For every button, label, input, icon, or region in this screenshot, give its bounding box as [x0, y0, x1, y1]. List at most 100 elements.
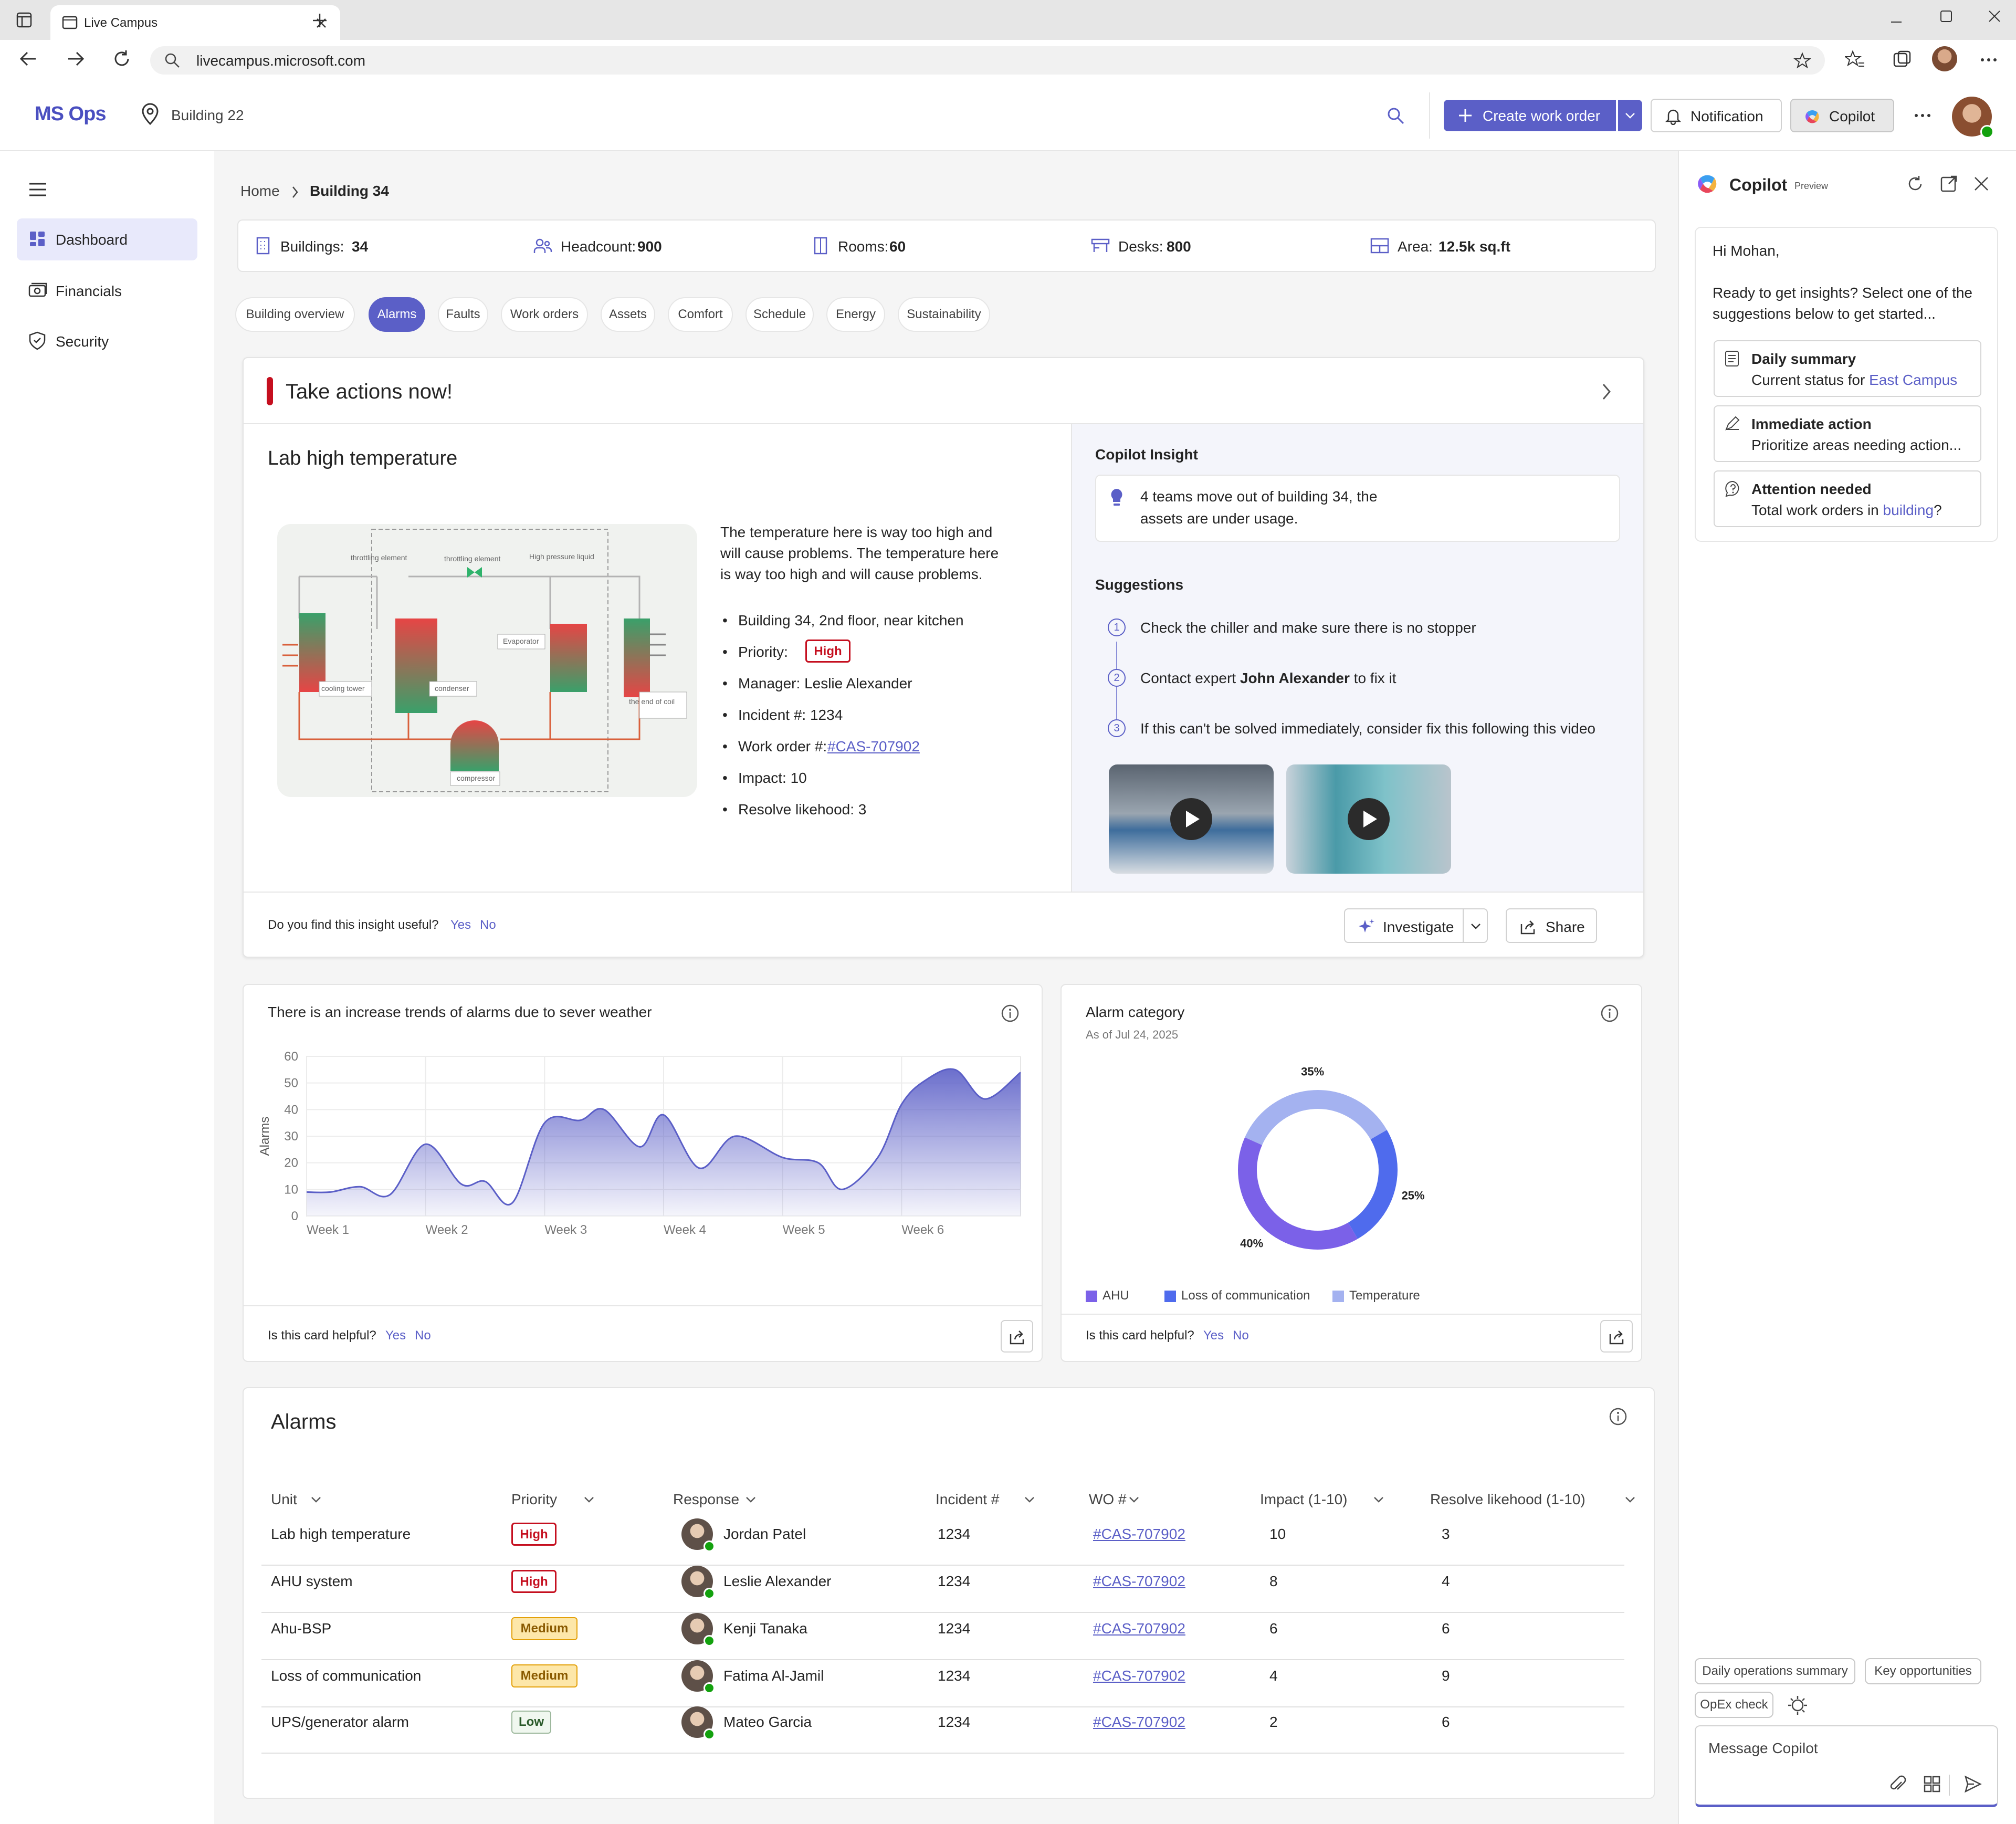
copilot-toggle-button[interactable]: Copilot: [1790, 99, 1894, 132]
wo-link[interactable]: #CAS-707902: [1093, 1668, 1185, 1684]
wo-link[interactable]: #CAS-707902: [1093, 1526, 1185, 1542]
share-card-button[interactable]: [1600, 1320, 1633, 1353]
tab-building-overview[interactable]: Building overview: [235, 297, 355, 332]
work-order-link[interactable]: #CAS-707902: [827, 738, 920, 754]
nav-item-financials[interactable]: Financials: [17, 270, 197, 312]
chevron-right-icon[interactable]: [1598, 380, 1615, 403]
tab-alarms[interactable]: Alarms: [369, 297, 425, 332]
tab-faults[interactable]: Faults: [438, 297, 488, 332]
prompt-chip-key-opportunities[interactable]: Key opportunities: [1865, 1658, 1981, 1684]
more-options-icon[interactable]: [1912, 107, 1933, 124]
browser-tab[interactable]: Live Campus: [50, 5, 340, 40]
x-tick-label: Week 3: [544, 1223, 587, 1235]
apps-icon[interactable]: [1923, 1775, 1941, 1794]
play-button[interactable]: [1348, 798, 1390, 840]
expert-name: John Alexander: [1240, 670, 1350, 686]
donut-legend: AHU Loss of communication Temperature: [1086, 1287, 1611, 1308]
app-search-icon[interactable]: [1386, 106, 1405, 125]
suggestion-sub-link[interactable]: East Campus: [1869, 372, 1958, 388]
collections-icon[interactable]: [1892, 49, 1912, 69]
nav-item-dashboard[interactable]: Dashboard: [17, 218, 197, 260]
helpful-no-link[interactable]: No: [415, 1328, 431, 1343]
helpful-yes-link[interactable]: Yes: [1203, 1328, 1224, 1343]
plus-icon: [1459, 109, 1472, 122]
diagram-label: throttling element: [444, 554, 501, 563]
location-label[interactable]: Building 22: [171, 107, 244, 123]
card-divider: [1062, 1314, 1641, 1315]
prompt-chip-opex-check[interactable]: OpEx check: [1695, 1692, 1773, 1718]
category-card-title: Alarm category: [1086, 1004, 1185, 1020]
share-button[interactable]: Share: [1506, 908, 1597, 943]
diagram-label: cooling tower: [321, 684, 365, 693]
tab-actions-icon[interactable]: [16, 12, 33, 28]
tab-schedule[interactable]: Schedule: [746, 297, 814, 332]
favorites-icon[interactable]: [1845, 49, 1865, 69]
tab-energy[interactable]: Energy: [826, 297, 885, 332]
helpful-no-link[interactable]: No: [1233, 1328, 1249, 1343]
video-thumbnail[interactable]: [1286, 764, 1451, 874]
browser-more-icon[interactable]: [1978, 50, 1999, 69]
close-window-icon[interactable]: [1988, 9, 2001, 23]
helpful-yes-link[interactable]: Yes: [385, 1328, 406, 1343]
suggestion-daily-summary[interactable]: Daily summary Current status for East Ca…: [1714, 340, 1981, 397]
minimize-icon[interactable]: [1890, 16, 1903, 28]
brand-logo[interactable]: MS Ops: [35, 103, 106, 125]
feedback-yes-link[interactable]: Yes: [450, 918, 471, 932]
video-thumbnail[interactable]: [1109, 764, 1274, 874]
share-card-button[interactable]: [1001, 1320, 1033, 1353]
alarm-trend-card: There is an increase trends of alarms du…: [243, 984, 1043, 1362]
create-work-order-dropdown[interactable]: [1618, 100, 1642, 131]
new-tab-icon[interactable]: [311, 12, 329, 29]
attach-icon[interactable]: [1889, 1775, 1907, 1795]
bullet: •: [722, 738, 728, 754]
notification-button[interactable]: Notification: [1651, 99, 1782, 132]
message-input[interactable]: Message Copilot: [1695, 1725, 1998, 1807]
back-icon[interactable]: [18, 48, 39, 69]
suggestion-sub-link[interactable]: building: [1883, 502, 1934, 518]
maximize-icon[interactable]: [1939, 9, 1953, 23]
favorite-add-icon[interactable]: [1793, 52, 1811, 70]
info-icon[interactable]: [1600, 1004, 1619, 1023]
hamburger-menu-icon[interactable]: [28, 182, 47, 197]
priority-badge: High: [805, 640, 850, 663]
forward-icon[interactable]: [65, 48, 86, 69]
send-icon[interactable]: [1964, 1775, 1982, 1794]
unit-cell: Ahu-BSP: [271, 1620, 332, 1637]
breadcrumb-home[interactable]: Home: [240, 183, 280, 199]
close-icon[interactable]: [1973, 175, 1990, 192]
suggestion-immediate-action[interactable]: Immediate action Prioritize areas needin…: [1714, 405, 1981, 462]
tab-assets[interactable]: Assets: [601, 297, 655, 332]
legend-swatch: [1086, 1291, 1097, 1302]
wo-link[interactable]: #CAS-707902: [1093, 1714, 1185, 1730]
play-icon: [1186, 811, 1200, 827]
refresh-icon[interactable]: [111, 48, 132, 69]
nav-item-security[interactable]: Security: [17, 320, 197, 362]
prompt-suggestions-icon[interactable]: [1787, 1695, 1808, 1716]
diagram-label: Evaporator: [503, 637, 539, 645]
suggestion-attention-needed[interactable]: Attention needed Total work orders in bu…: [1714, 470, 1981, 527]
insight-box: 4 teams move out of building 34, the ass…: [1095, 475, 1620, 542]
browser-profile-avatar[interactable]: [1932, 46, 1957, 71]
wo-link[interactable]: #CAS-707902: [1093, 1573, 1185, 1589]
wo-link[interactable]: #CAS-707902: [1093, 1620, 1185, 1637]
open-new-window-icon[interactable]: [1939, 174, 1958, 193]
investigate-dropdown[interactable]: [1463, 908, 1488, 943]
refresh-icon[interactable]: [1906, 174, 1925, 193]
create-work-order-button[interactable]: Create work order: [1444, 100, 1616, 131]
take-actions-card: Take actions now! Lab high temperature: [243, 357, 1644, 958]
prompt-chip-daily-operations[interactable]: Daily operations summary: [1695, 1658, 1855, 1684]
slice-label: 25%: [1402, 1189, 1425, 1202]
info-icon[interactable]: [1001, 1004, 1020, 1023]
chevron-down-icon: [1471, 924, 1480, 929]
url-field[interactable]: livecampus.microsoft.com: [150, 46, 1825, 75]
play-button[interactable]: [1170, 798, 1212, 840]
step-text: If this can't be solved immediately, con…: [1140, 720, 1596, 737]
info-icon[interactable]: [1609, 1407, 1628, 1426]
investigate-button[interactable]: Investigate: [1344, 908, 1464, 943]
impact-cell: 6: [1269, 1620, 1278, 1637]
feedback-no-link[interactable]: No: [480, 918, 496, 932]
tab-comfort[interactable]: Comfort: [668, 297, 733, 332]
sort-chevron-icon: [311, 1497, 321, 1503]
tab-sustainability[interactable]: Sustainability: [898, 297, 990, 332]
tab-work-orders[interactable]: Work orders: [501, 297, 588, 332]
